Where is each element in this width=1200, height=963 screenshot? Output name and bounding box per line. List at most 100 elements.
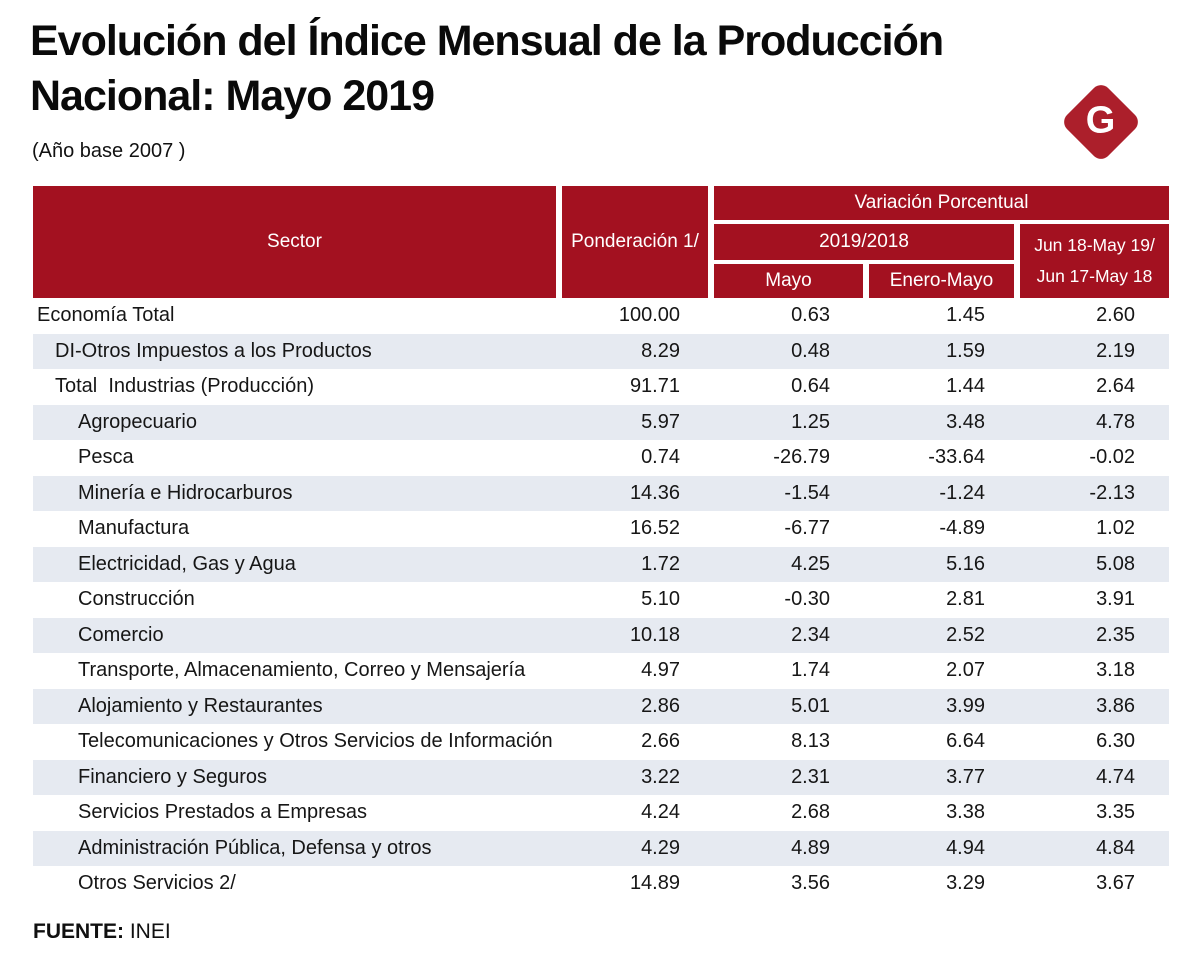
annual-cell: 2.64 [1096, 375, 1135, 398]
ponderacion-cell: 8.29 [641, 339, 680, 362]
column-header-enero-mayo: Enero-Mayo [869, 264, 1014, 298]
enero-mayo-cell: -33.64 [928, 446, 985, 469]
enero-mayo-cell: 3.99 [946, 694, 985, 717]
annual-cell: 4.78 [1096, 410, 1135, 433]
ponderacion-cell: 14.36 [629, 481, 680, 504]
annual-cell: 3.18 [1096, 659, 1135, 682]
sector-cell: DI-Otros Impuestos a los Productos [55, 339, 372, 362]
ponderacion-cell: 3.22 [641, 765, 680, 788]
table-row: Comercio 10.18 2.34 2.52 2.35 [33, 617, 1169, 653]
table-row: Financiero y Seguros 3.22 2.31 3.77 4.74 [33, 759, 1169, 795]
annual-cell: 4.74 [1096, 765, 1135, 788]
annual-cell: 3.35 [1096, 801, 1135, 824]
mayo-cell: 4.89 [791, 836, 830, 859]
enero-mayo-cell: 6.64 [946, 730, 985, 753]
enero-mayo-cell: 3.48 [946, 410, 985, 433]
enero-mayo-cell: 3.38 [946, 801, 985, 824]
mayo-cell: 8.13 [791, 730, 830, 753]
annual-cell: 3.86 [1096, 694, 1135, 717]
sector-cell: Otros Servicios 2/ [78, 872, 236, 895]
ponderacion-cell: 4.24 [641, 801, 680, 824]
ponderacion-cell: 4.29 [641, 836, 680, 859]
mayo-cell: 0.48 [791, 339, 830, 362]
mayo-cell: -1.54 [784, 481, 830, 504]
table-row: Electricidad, Gas y Agua 1.72 4.25 5.16 … [33, 546, 1169, 582]
enero-mayo-cell: 3.29 [946, 872, 985, 895]
column-header-sector: Sector [33, 186, 556, 298]
column-header-annual: Jun 18-May 19/ Jun 17-May 18 [1020, 224, 1169, 298]
ponderacion-cell: 2.86 [641, 694, 680, 717]
mayo-cell: 2.68 [791, 801, 830, 824]
sector-cell: Administración Pública, Defensa y otros [78, 836, 432, 859]
ponderacion-cell: 14.89 [629, 872, 680, 895]
source-label: FUENTE: [33, 920, 124, 943]
sector-cell: Telecomunicaciones y Otros Servicios de … [78, 730, 553, 753]
page-title: Evolución del Índice Mensual de la Produ… [30, 14, 944, 124]
enero-mayo-cell: 1.45 [946, 304, 985, 327]
table-row: DI-Otros Impuestos a los Productos 8.29 … [33, 333, 1169, 369]
annual-cell: 3.67 [1096, 872, 1135, 895]
sector-cell: Financiero y Seguros [78, 765, 267, 788]
annual-cell: -0.02 [1089, 446, 1135, 469]
variacion-header-group: Variación Porcentual 2019/2018 Mayo Ener… [714, 186, 1169, 298]
annual-cell: -2.13 [1089, 481, 1135, 504]
column-header-annual-line1: Jun 18-May 19/ [1034, 235, 1155, 255]
sector-cell: Agropecuario [78, 410, 197, 433]
sector-cell: Servicios Prestados a Empresas [78, 801, 368, 824]
column-header-ponderacion: Ponderación 1/ [562, 186, 708, 298]
mayo-cell: 4.25 [791, 552, 830, 575]
table-row: Administración Pública, Defensa y otros … [33, 830, 1169, 866]
annual-cell: 2.19 [1096, 339, 1135, 362]
mayo-cell: 2.31 [791, 765, 830, 788]
production-index-table: Sector Ponderación 1/ Variación Porcentu… [33, 186, 1169, 902]
enero-mayo-cell: 4.94 [946, 836, 985, 859]
column-header-variacion-porcentual: Variación Porcentual [714, 186, 1169, 220]
enero-mayo-cell: 5.16 [946, 552, 985, 575]
table-body: Economía Total 100.00 0.63 1.45 2.60 DI-… [33, 298, 1169, 902]
mayo-cell: 1.74 [791, 659, 830, 682]
column-header-mayo: Mayo [714, 264, 863, 298]
ponderacion-cell: 91.71 [629, 375, 680, 398]
source-note: FUENTE: INEI [33, 920, 171, 944]
source-value: INEI [129, 920, 171, 943]
table-row: Manufactura 16.52 -6.77 -4.89 1.02 [33, 511, 1169, 547]
table-row: Transporte, Almacenamiento, Correo y Men… [33, 653, 1169, 689]
enero-mayo-cell: 2.07 [946, 659, 985, 682]
table-row: Construcción 5.10 -0.30 2.81 3.91 [33, 582, 1169, 618]
mayo-cell: 2.34 [791, 623, 830, 646]
gestion-logo-letter: G [1086, 99, 1116, 142]
enero-mayo-cell: 2.81 [946, 588, 985, 611]
ponderacion-cell: 5.10 [641, 588, 680, 611]
sector-cell: Construcción [78, 588, 195, 611]
mayo-cell: -6.77 [784, 517, 830, 540]
annual-cell: 3.91 [1096, 588, 1135, 611]
annual-cell: 5.08 [1096, 552, 1135, 575]
ponderacion-cell: 4.97 [641, 659, 680, 682]
ponderacion-cell: 10.18 [629, 623, 680, 646]
mayo-cell: -0.30 [784, 588, 830, 611]
mayo-cell: 0.63 [791, 304, 830, 327]
table-row: Alojamiento y Restaurantes 2.86 5.01 3.9… [33, 688, 1169, 724]
annual-cell: 1.02 [1096, 517, 1135, 540]
ponderacion-cell: 5.97 [641, 410, 680, 433]
mayo-cell: 0.64 [791, 375, 830, 398]
mayo-cell: -26.79 [773, 446, 830, 469]
mayo-cell: 5.01 [791, 694, 830, 717]
sector-cell: Economía Total [37, 304, 175, 327]
sector-cell: Transporte, Almacenamiento, Correo y Men… [78, 659, 526, 682]
page-title-line2: Nacional: Mayo 2019 [30, 72, 435, 121]
sector-cell: Alojamiento y Restaurantes [78, 694, 323, 717]
annual-cell: 2.35 [1096, 623, 1135, 646]
sector-cell: Electricidad, Gas y Agua [78, 552, 296, 575]
page-title-line1: Evolución del Índice Mensual de la Produ… [30, 17, 944, 65]
table-header: Sector Ponderación 1/ Variación Porcentu… [33, 186, 1169, 298]
annual-cell: 4.84 [1096, 836, 1135, 859]
table-row: Pesca 0.74 -26.79 -33.64 -0.02 [33, 440, 1169, 476]
column-header-annual-line2: Jun 17-May 18 [1036, 265, 1153, 286]
table-row: Telecomunicaciones y Otros Servicios de … [33, 724, 1169, 760]
enero-mayo-cell: -1.24 [939, 481, 985, 504]
sector-cell: Minería e Hidrocarburos [78, 481, 293, 504]
mayo-cell: 1.25 [791, 410, 830, 433]
table-row: Minería e Hidrocarburos 14.36 -1.54 -1.2… [33, 475, 1169, 511]
mayo-cell: 3.56 [791, 872, 830, 895]
